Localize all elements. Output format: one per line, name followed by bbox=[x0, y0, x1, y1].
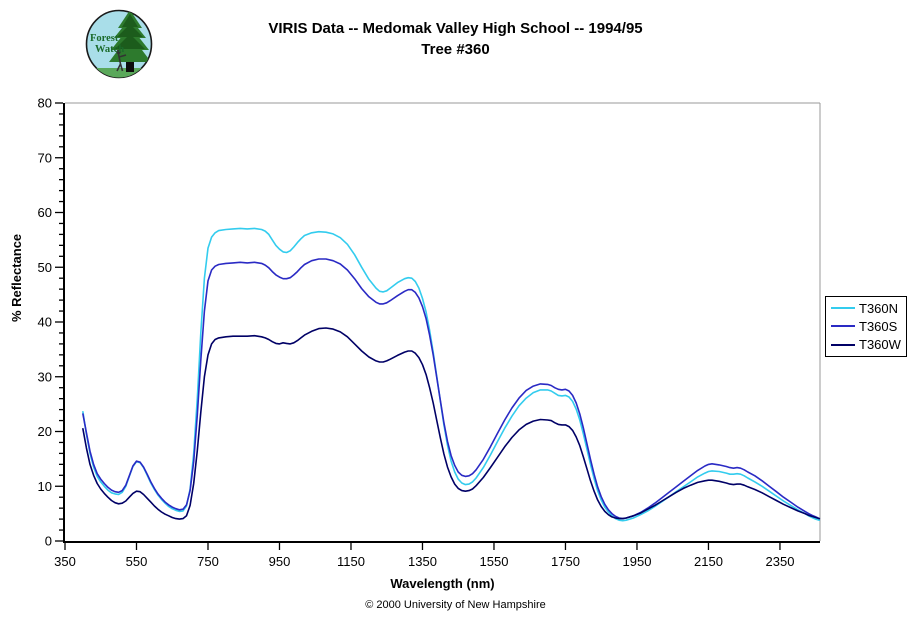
legend-label-t360n: T360N bbox=[859, 300, 899, 316]
chart-title-line1: VIRIS Data -- Medomak Valley High School… bbox=[268, 20, 643, 37]
copyright-text: © 2000 University of New Hampshire bbox=[365, 599, 546, 611]
x-axis-title: Wavelength (nm) bbox=[390, 576, 495, 591]
legend-entry-t360n: T360N bbox=[826, 301, 906, 316]
x-tick-label: 1750 bbox=[551, 554, 580, 569]
series-line-T360S bbox=[82, 258, 821, 520]
y-tick-label: 10 bbox=[38, 479, 52, 494]
x-tick-label: 2350 bbox=[766, 554, 795, 569]
x-tick-label: 550 bbox=[126, 554, 148, 569]
logo-text-forest: Forest bbox=[90, 33, 119, 44]
x-tick-label: 1550 bbox=[480, 554, 509, 569]
y-tick-label: 80 bbox=[38, 96, 52, 111]
chart-title-line2: Tree #360 bbox=[421, 41, 490, 58]
legend-label-t360s: T360S bbox=[859, 318, 898, 334]
logo-text-watch: Watch bbox=[95, 44, 124, 55]
forest-watch-logo: Forest Watch bbox=[84, 8, 154, 80]
y-tick-label: 70 bbox=[38, 150, 52, 165]
logo-person bbox=[116, 49, 127, 72]
legend-label-t360w: T360W bbox=[859, 337, 901, 353]
y-axis: 0 10 20 30 40 50 60 70 80 bbox=[38, 96, 65, 549]
x-tick-label: 2150 bbox=[694, 554, 723, 569]
x-tick-label: 1350 bbox=[408, 554, 437, 569]
y-tick-label: 30 bbox=[38, 369, 52, 384]
y-tick-label: 40 bbox=[38, 315, 52, 330]
y-tick-label: 0 bbox=[45, 534, 52, 549]
legend-line-sample-t360n bbox=[831, 307, 855, 310]
x-tick-label: 1150 bbox=[337, 554, 365, 569]
chart-title: VIRIS Data -- Medomak Valley High School… bbox=[0, 18, 911, 60]
x-axis: 350 550 750 950 1150 1350 1550 1750 1950 2150 2350 bbox=[54, 541, 820, 569]
x-tick-label: 750 bbox=[197, 554, 219, 569]
plot-border bbox=[65, 102, 821, 541]
legend-entry-t360s: T360S bbox=[826, 319, 906, 334]
y-tick-label: 60 bbox=[38, 205, 52, 220]
y-tick-label: 50 bbox=[38, 260, 52, 275]
chart-legend: T360N T360S T360W bbox=[825, 296, 907, 357]
logo-ground bbox=[86, 68, 152, 78]
x-tick-label: 1950 bbox=[623, 554, 652, 569]
legend-entry-t360w: T360W bbox=[826, 337, 906, 352]
legend-line-sample-t360s bbox=[831, 325, 855, 328]
series-line-T360W bbox=[82, 327, 821, 520]
x-tick-label: 950 bbox=[269, 554, 291, 569]
x-tick-label: 350 bbox=[54, 554, 76, 569]
y-tick-label: 20 bbox=[38, 424, 52, 439]
legend-line-sample-t360w bbox=[831, 343, 855, 346]
